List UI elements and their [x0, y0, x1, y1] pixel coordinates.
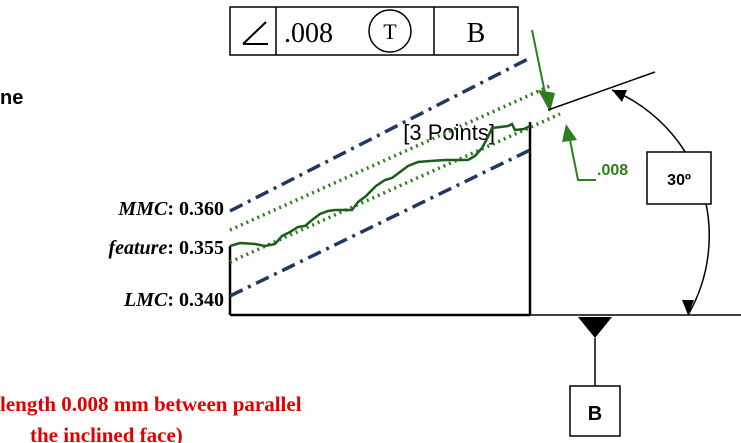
fcf-modifier-circle [368, 9, 412, 53]
caption-line-2: the inclined face) [30, 423, 183, 443]
angularity-icon [242, 21, 268, 45]
left-label-fragment: ne [0, 87, 23, 109]
caption-line-1: length 0.008 mm between parallel [0, 392, 302, 416]
angle-label: 30º [667, 172, 691, 189]
tolerance-callout-label: .008 [597, 162, 628, 179]
fcf-modifier: T [383, 19, 397, 44]
feature-control-frame: .008 T B [229, 6, 519, 56]
fcf-tolerance: .008 [284, 18, 333, 49]
datum-feature-symbol: B [569, 317, 621, 437]
fcf-datum: B [467, 18, 486, 49]
datum-label: B [588, 403, 602, 425]
feature-label: feature: 0.355 [108, 237, 224, 259]
lmc-boundary-line [229, 148, 531, 298]
tolerance-zone-lower [229, 112, 561, 264]
angle-box [646, 151, 712, 205]
lmc-label: LMC: 0.340 [123, 289, 224, 311]
angle-dimension: 30º [547, 71, 712, 316]
fcf-leader-arrow [531, 29, 555, 112]
feature-surface-profile [229, 122, 531, 248]
part-outline [228, 122, 532, 317]
points-label: [3 Points] [403, 120, 495, 145]
tolerance-zone-upper [229, 84, 551, 232]
mmc-label: MMC: 0.360 [117, 198, 224, 220]
tolerance-callout: .008 [562, 124, 628, 181]
